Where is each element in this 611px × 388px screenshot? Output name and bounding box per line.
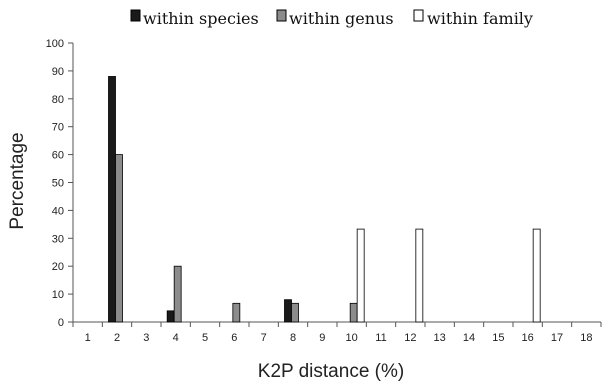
x-tick-label: 9 — [319, 332, 325, 344]
y-tick-label: 40 — [52, 205, 64, 217]
bar-within-genus-8 — [291, 302, 299, 323]
y-tick-label: 30 — [52, 233, 64, 245]
x-tick-label: 11 — [375, 332, 386, 344]
y-tick-label: 50 — [52, 178, 64, 190]
x-tick-label: 4 — [173, 332, 179, 344]
y-axis: 0 10 20 30 40 50 60 70 80 90 100 — [46, 38, 74, 329]
x-tick-label: 18 — [580, 332, 592, 344]
y-tick-label: 80 — [52, 94, 64, 106]
bar-within-genus-6 — [232, 302, 241, 323]
x-tick-label: 15 — [492, 332, 504, 344]
x-tick-label: 7 — [261, 332, 267, 344]
y-tick-label: 0 — [58, 317, 64, 329]
x-tick-label: 5 — [202, 332, 208, 344]
x-tick-label: 10 — [346, 332, 358, 344]
x-tick-label: 3 — [143, 332, 149, 344]
bar-within-family-16 — [532, 228, 541, 323]
y-tick-label: 100 — [46, 38, 64, 50]
x-tick-label: 6 — [231, 332, 237, 344]
y-tick-label: 60 — [52, 150, 64, 162]
x-tick-label: 17 — [551, 332, 563, 344]
x-tick-label: 12 — [404, 332, 416, 344]
x-tick-label: 13 — [434, 332, 446, 344]
bars — [108, 76, 541, 323]
x-tick-label: 16 — [522, 332, 534, 344]
y-axis-title: Percentage — [7, 132, 28, 229]
legend-label-within-family: within family — [427, 9, 533, 28]
y-tick-label: 70 — [52, 122, 64, 134]
legend: within species within genus within famil… — [130, 9, 533, 28]
x-axis-title: K2P distance (%) — [258, 361, 404, 382]
y-tick-label: 10 — [52, 289, 64, 301]
legend-swatch-within-species — [130, 9, 141, 22]
bar-within-genus-2 — [115, 154, 123, 323]
bar-within-species-2 — [108, 76, 116, 323]
y-tick-label: 90 — [52, 66, 64, 78]
bar-within-family-10 — [356, 228, 365, 323]
bar-within-family-12 — [415, 228, 424, 323]
x-tick-label: 1 — [85, 332, 91, 344]
y-tick-label: 20 — [52, 261, 64, 273]
legend-swatch-within-family — [413, 9, 424, 22]
x-tick-label: 14 — [463, 332, 475, 344]
bar-within-species-8 — [284, 299, 292, 323]
x-tick-label: 2 — [114, 332, 120, 344]
legend-swatch-within-genus — [276, 9, 287, 22]
legend-label-within-species: within species — [143, 9, 259, 28]
x-tick-label: 8 — [290, 332, 296, 344]
x-axis: 1 2 3 4 5 6 7 8 9 10 11 12 13 14 15 16 17 18 — [72, 321, 602, 344]
bar-within-genus-10 — [349, 302, 358, 323]
bar-within-genus-4 — [173, 265, 182, 323]
legend-label-within-genus: within genus — [289, 9, 394, 28]
bar-within-species-4 — [166, 310, 175, 323]
